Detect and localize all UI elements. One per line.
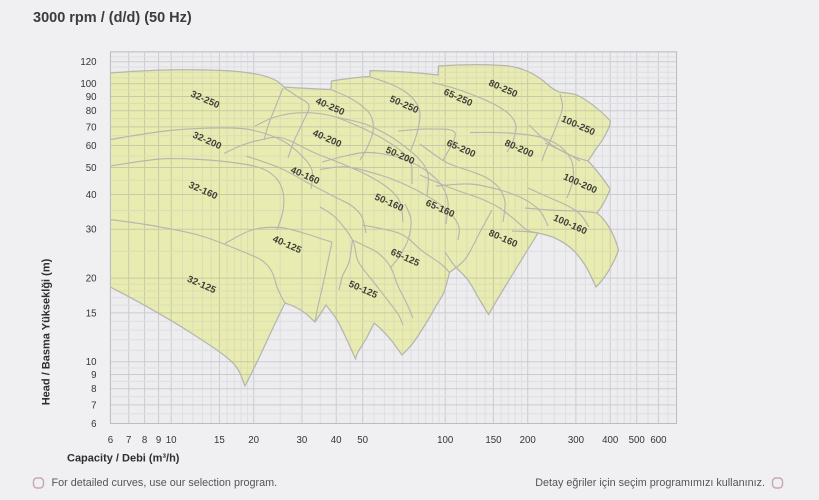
svg-text:200: 200 [520, 435, 537, 446]
svg-text:70: 70 [86, 122, 97, 133]
svg-text:3000 rpm / (d/d) (50 Hz): 3000 rpm / (d/d) (50 Hz) [33, 10, 192, 26]
svg-text:10: 10 [86, 357, 97, 368]
svg-text:120: 120 [80, 57, 97, 68]
svg-text:100: 100 [437, 435, 454, 446]
svg-text:7: 7 [91, 400, 96, 411]
svg-text:50: 50 [357, 435, 368, 446]
svg-text:30: 30 [86, 225, 97, 236]
svg-text:40: 40 [331, 435, 342, 446]
svg-text:Detay eğriler için seçim progr: Detay eğriler için seçim programımızı ku… [535, 477, 765, 489]
svg-text:500: 500 [629, 435, 646, 446]
svg-text:7: 7 [126, 435, 131, 446]
svg-text:Capacity / Debi (m³/h): Capacity / Debi (m³/h) [67, 453, 180, 465]
svg-text:600: 600 [650, 435, 667, 446]
svg-text:30: 30 [297, 435, 308, 446]
svg-text:40: 40 [86, 190, 97, 201]
svg-text:300: 300 [568, 435, 585, 446]
svg-text:8: 8 [91, 384, 96, 395]
svg-text:150: 150 [485, 435, 502, 446]
svg-text:90: 90 [86, 92, 97, 103]
svg-text:9: 9 [91, 370, 96, 381]
svg-text:For detailed curves, use our s: For detailed curves, use our selection p… [52, 477, 278, 489]
svg-text:100: 100 [80, 79, 97, 90]
svg-text:50: 50 [86, 163, 97, 174]
svg-text:15: 15 [86, 308, 97, 319]
svg-text:15: 15 [214, 435, 225, 446]
svg-text:10: 10 [166, 435, 177, 446]
svg-text:6: 6 [108, 435, 113, 446]
svg-text:20: 20 [248, 435, 259, 446]
svg-text:80: 80 [86, 106, 97, 117]
svg-text:20: 20 [86, 274, 97, 285]
svg-text:Head / Basma Yükseklği (m): Head / Basma Yükseklği (m) [41, 258, 53, 405]
svg-text:8: 8 [142, 435, 147, 446]
svg-text:400: 400 [602, 435, 619, 446]
svg-text:9: 9 [156, 435, 161, 446]
svg-text:60: 60 [86, 141, 97, 152]
svg-text:6: 6 [91, 419, 96, 430]
